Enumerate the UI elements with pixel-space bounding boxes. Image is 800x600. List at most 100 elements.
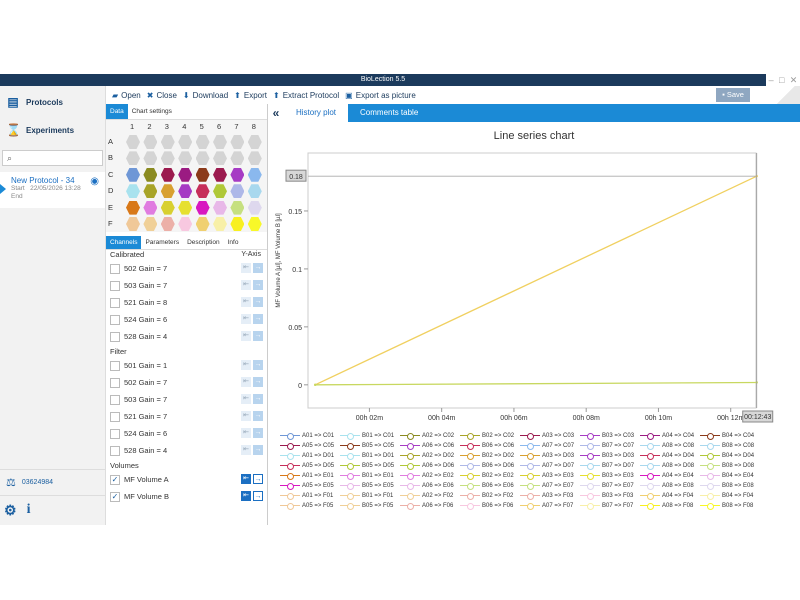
- legend-item[interactable]: B03 => F03: [580, 491, 640, 501]
- left-axis-icon[interactable]: ⇤: [241, 445, 251, 455]
- plate-column-header[interactable]: 4: [182, 122, 187, 131]
- legend-item[interactable]: B07 => E07: [580, 481, 640, 491]
- left-axis-icon[interactable]: ⇤: [241, 297, 251, 307]
- sidebar-item-experiments[interactable]: ⌛ Experiments: [0, 116, 105, 144]
- legend-item[interactable]: A03 => D03: [520, 451, 580, 461]
- channel-checkbox[interactable]: ✓: [110, 474, 120, 485]
- plate-well[interactable]: [160, 151, 175, 166]
- legend-item[interactable]: A06 => D06: [400, 461, 460, 471]
- left-axis-icon[interactable]: ⇤: [241, 394, 251, 404]
- legend-item[interactable]: B05 => F05: [340, 501, 400, 511]
- download-button[interactable]: ⬇ Download: [182, 90, 229, 100]
- export-button[interactable]: ⬆ Export: [234, 90, 267, 100]
- right-axis-icon[interactable]: →: [253, 297, 263, 307]
- right-axis-icon[interactable]: →: [253, 377, 263, 387]
- channel-checkbox[interactable]: [110, 314, 120, 325]
- right-axis-icon[interactable]: →: [253, 314, 263, 324]
- left-axis-icon[interactable]: ⇤: [241, 474, 251, 484]
- plate-well[interactable]: [213, 200, 227, 215]
- right-axis-icon[interactable]: →: [253, 428, 263, 438]
- channel-row[interactable]: 502 Gain = 7 ⇤ →: [110, 374, 267, 391]
- right-axis-icon[interactable]: →: [253, 411, 263, 421]
- channel-checkbox[interactable]: [110, 297, 120, 308]
- legend-item[interactable]: B05 => D05: [340, 461, 400, 471]
- plate-well[interactable]: [247, 167, 262, 182]
- plate-column-header[interactable]: 8: [251, 122, 256, 131]
- channel-checkbox[interactable]: [110, 445, 120, 456]
- channel-checkbox[interactable]: [110, 377, 120, 388]
- close-button[interactable]: ✖ Close: [146, 90, 177, 100]
- plate-row-header[interactable]: A: [108, 137, 114, 146]
- plate-well[interactable]: [160, 200, 175, 215]
- legend-item[interactable]: A01 => F01: [280, 491, 340, 501]
- plate-column-header[interactable]: 3: [164, 122, 169, 131]
- plate-row-header[interactable]: C: [108, 169, 114, 179]
- sidebar-item-protocols[interactable]: ▤ Protocols: [0, 88, 105, 116]
- plate-row-header[interactable]: E: [108, 202, 114, 212]
- channel-row[interactable]: ✓ MF Volume A ⇤ →: [110, 471, 267, 488]
- legend-item[interactable]: A07 => E07: [520, 481, 580, 491]
- legend-item[interactable]: A02 => F02: [400, 491, 460, 501]
- plate-well[interactable]: [230, 217, 245, 231]
- legend-item[interactable]: B06 => E06: [460, 481, 520, 491]
- plate-well[interactable]: [230, 184, 245, 199]
- plate-well[interactable]: [143, 184, 158, 199]
- channel-row[interactable]: 503 Gain = 7 ⇤ →: [110, 277, 267, 294]
- eye-icon[interactable]: ◉: [90, 176, 99, 187]
- tab-comments-table[interactable]: Comments table: [360, 108, 419, 117]
- legend-item[interactable]: B01 => F01: [340, 491, 400, 501]
- plate-well[interactable]: [230, 151, 245, 166]
- plate-well[interactable]: [195, 200, 210, 215]
- plate-well[interactable]: [126, 167, 140, 182]
- plate-row-header[interactable]: D: [108, 186, 114, 196]
- channel-row[interactable]: 502 Gain = 7 ⇤ →: [110, 260, 267, 277]
- legend-item[interactable]: B03 => E03: [580, 471, 640, 481]
- channel-row[interactable]: ✓ MF Volume B ⇤ →: [110, 488, 267, 505]
- right-axis-icon[interactable]: →: [253, 331, 263, 341]
- plate-well[interactable]: [213, 167, 227, 182]
- tab-data[interactable]: Data: [106, 104, 128, 119]
- legend-item[interactable]: A02 => D02: [400, 451, 460, 461]
- legend-item[interactable]: A04 => C04: [640, 431, 700, 441]
- settings-icon[interactable]: ⚙: [4, 502, 17, 518]
- tab-history-plot[interactable]: History plot: [284, 104, 349, 122]
- plate-well[interactable]: [195, 167, 210, 182]
- channel-row[interactable]: 528 Gain = 4 ⇤ →: [110, 328, 267, 345]
- plate-well[interactable]: [160, 167, 175, 182]
- left-axis-icon[interactable]: ⇤: [241, 360, 251, 370]
- plate-well[interactable]: [143, 217, 158, 231]
- plate-well[interactable]: [126, 217, 140, 231]
- legend-item[interactable]: B06 => F06: [460, 501, 520, 511]
- right-axis-icon[interactable]: →: [253, 360, 263, 370]
- legend-item[interactable]: B08 => F08: [700, 501, 760, 511]
- legend-item[interactable]: B02 => D02: [460, 451, 520, 461]
- channel-row[interactable]: 503 Gain = 7 ⇤ →: [110, 391, 267, 408]
- plate-column-header[interactable]: 6: [217, 122, 222, 131]
- plate-well[interactable]: [195, 217, 210, 231]
- legend-item[interactable]: B04 => E04: [700, 471, 760, 481]
- collapse-icon[interactable]: «: [268, 104, 284, 122]
- legend-item[interactable]: A01 => E01: [280, 471, 340, 481]
- plate-well[interactable]: [160, 135, 175, 149]
- channel-checkbox[interactable]: [110, 411, 120, 422]
- open-button[interactable]: ▰ Open: [112, 90, 141, 100]
- legend-item[interactable]: A07 => C07: [520, 441, 580, 451]
- legend-item[interactable]: B08 => D08: [700, 461, 760, 471]
- left-axis-icon[interactable]: ⇤: [241, 491, 251, 501]
- plate-well[interactable]: [126, 135, 140, 149]
- protocol-list-item[interactable]: New Protocol - 34 ◉ Start 22/05/2026 13:…: [0, 172, 105, 208]
- legend-item[interactable]: A08 => D08: [640, 461, 700, 471]
- extract-protocol-button[interactable]: ⬆ Extract Protocol: [273, 90, 340, 100]
- channel-checkbox[interactable]: [110, 331, 120, 342]
- plate-well[interactable]: [126, 184, 140, 199]
- legend-item[interactable]: B02 => F02: [460, 491, 520, 501]
- tab-parameters[interactable]: Parameters: [145, 239, 180, 246]
- legend-item[interactable]: A04 => D04: [640, 451, 700, 461]
- channel-row[interactable]: 528 Gain = 4 ⇤ →: [110, 442, 267, 459]
- plate-well[interactable]: [213, 184, 227, 199]
- legend-item[interactable]: A03 => C03: [520, 431, 580, 441]
- plate-well[interactable]: [178, 217, 193, 231]
- plate-well[interactable]: [247, 135, 262, 149]
- plate-well[interactable]: [160, 184, 175, 199]
- plate-well[interactable]: [247, 184, 262, 199]
